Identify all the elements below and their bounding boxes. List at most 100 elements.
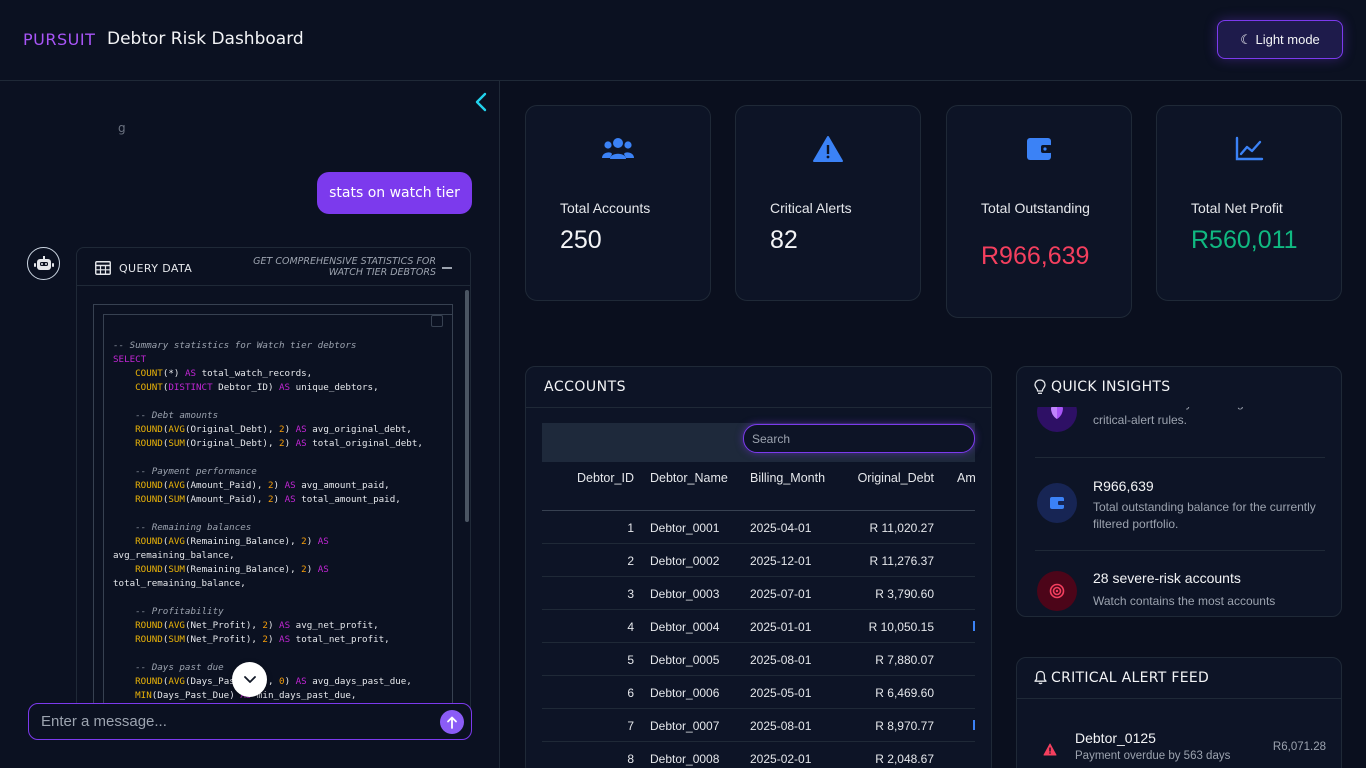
query-card-header[interactable]: QUERY DATA GET COMPREHENSIVE STATISTICS … xyxy=(77,248,470,286)
debtor-id-cell: 2 xyxy=(627,554,634,568)
stat-card-critical-alerts: Critical Alerts 82 xyxy=(735,105,921,301)
stat-value: R560,011 xyxy=(1191,226,1298,254)
wallet-icon xyxy=(1022,134,1056,164)
user-message: stats on watch tier xyxy=(317,172,472,214)
insight-item: R966,639 Total outstanding balance for t… xyxy=(1035,458,1325,551)
alert-description: Payment overdue by 563 days xyxy=(1075,750,1231,762)
stat-card-total-outstanding: Total Outstanding R966,639 xyxy=(946,105,1132,318)
debtor-id-cell: 4 xyxy=(627,620,634,634)
column-header-amount[interactable]: Am xyxy=(957,471,975,485)
alert-amount: R6,071.28 xyxy=(1272,741,1326,753)
bell-icon xyxy=(1034,670,1047,689)
column-header-debtor-id[interactable]: Debtor_ID xyxy=(577,471,634,485)
code-line xyxy=(113,507,423,521)
scrollbar[interactable] xyxy=(465,290,469,522)
chat-panel: g stats on watch tier QUERY DATA GET COM… xyxy=(0,81,500,768)
accounts-table: Debtor_ID Debtor_Name Billing_Month Orig… xyxy=(542,467,975,768)
stat-value: 82 xyxy=(770,226,798,254)
table-row[interactable]: 4 Debtor_0004 2025-01-01 R 10,050.15 xyxy=(542,610,975,643)
code-line: total_remaining_balance, xyxy=(113,578,246,589)
query-card-description: GET COMPREHENSIVE STATISTICS FOR WATCH T… xyxy=(253,256,436,278)
code-line: COUNT(*) AS total_watch_records, xyxy=(135,368,313,379)
target-icon xyxy=(1037,571,1077,611)
insight-text: Watch contains the most accounts xyxy=(1093,594,1276,608)
code-line: ROUND(AVG(Amount_Paid), 2) AS avg_amount… xyxy=(135,480,390,491)
stat-label: Total Net Profit xyxy=(1191,200,1283,216)
minimize-icon[interactable] xyxy=(442,267,452,269)
original-debt-cell: R 11,020.27 xyxy=(869,521,935,535)
amount-cell-fragment xyxy=(973,720,975,730)
table-icon xyxy=(95,260,111,279)
code-line: ROUND(SUM(Remaining_Balance), 2) AS xyxy=(135,564,329,575)
billing-month-cell: 2025-08-01 xyxy=(750,719,812,733)
original-debt-cell: R 10,050.15 xyxy=(868,620,934,634)
billing-month-cell: 2025-04-01 xyxy=(750,521,812,535)
debtor-name-cell: Debtor_0006 xyxy=(650,686,720,700)
copy-icon[interactable] xyxy=(431,315,443,327)
chevron-left-icon[interactable] xyxy=(472,91,490,113)
code-line: MIN(Days_Past_Due) AS min_days_past_due, xyxy=(135,690,357,701)
column-header-billing-month[interactable]: Billing_Month xyxy=(750,471,826,485)
debtor-name-cell: Debtor_0001 xyxy=(650,521,720,535)
code-line: ROUND(SUM(Net_Profit), 2) AS total_net_p… xyxy=(135,634,390,645)
scroll-down-button[interactable] xyxy=(232,662,267,697)
quick-insights-panel: QUICK INSIGHTS Accounts currently matchi… xyxy=(1016,366,1342,617)
brand-logo: PURSUIT xyxy=(23,30,96,49)
code-line: ROUND(SUM(Amount_Paid), 2) AS total_amou… xyxy=(135,494,401,505)
code-line: -- Profitability xyxy=(113,606,224,617)
code-line: ROUND(AVG(Original_Debt), 2) AS avg_orig… xyxy=(135,424,412,435)
send-button[interactable] xyxy=(440,710,464,734)
original-debt-cell: R 8,970.77 xyxy=(875,719,934,733)
previous-message-fragment: g xyxy=(118,121,126,135)
code-line: COUNT(DISTINCT Debtor_ID) AS unique_debt… xyxy=(135,382,379,393)
stat-label: Total Outstanding xyxy=(981,200,1090,216)
table-row[interactable]: 5 Debtor_0005 2025-08-01 R 7,880.07 xyxy=(542,643,975,676)
accounts-title: ACCOUNTS xyxy=(544,379,627,395)
bot-avatar xyxy=(27,247,60,280)
stat-value: R966,639 xyxy=(981,242,1090,270)
debtor-id-cell: 8 xyxy=(627,752,634,766)
chart-line-icon xyxy=(1232,134,1266,164)
stat-card-total-accounts: Total Accounts 250 xyxy=(525,105,711,301)
message-input[interactable] xyxy=(28,703,472,740)
critical-alert-feed-panel: CRITICAL ALERT FEED Debtor_0125 Payment … xyxy=(1016,657,1342,768)
code-line xyxy=(113,647,423,661)
table-row[interactable]: 3 Debtor_0003 2025-07-01 R 3,790.60 xyxy=(542,577,975,610)
theme-toggle-label: ☾ Light mode xyxy=(1240,31,1320,47)
amount-cell-fragment xyxy=(973,621,975,631)
wallet-icon xyxy=(1037,483,1077,523)
column-header-debtor-name[interactable]: Debtor_Name xyxy=(650,471,728,485)
code-line xyxy=(113,591,423,605)
table-row[interactable]: 7 Debtor_0007 2025-08-01 R 8,970.77 xyxy=(542,709,975,742)
shield-icon xyxy=(1037,407,1077,432)
user-message-text: stats on watch tier xyxy=(329,185,460,201)
table-row[interactable]: 8 Debtor_0008 2025-02-01 R 2,048.67 xyxy=(542,742,975,768)
billing-month-cell: 2025-05-01 xyxy=(750,686,812,700)
code-line: -- Remaining balances xyxy=(113,522,252,533)
insight-item: Accounts currently matching the active c… xyxy=(1035,407,1325,458)
search-input[interactable] xyxy=(743,424,975,453)
theme-toggle-button[interactable]: ☾ Light mode xyxy=(1217,20,1343,59)
code-line xyxy=(113,395,423,409)
code-line: -- Payment performance xyxy=(113,466,257,477)
code-line: avg_remaining_balance, xyxy=(113,550,235,561)
insight-item: 28 severe-risk accounts Watch contains t… xyxy=(1035,551,1325,616)
billing-month-cell: 2025-01-01 xyxy=(750,620,812,634)
debtor-name-cell: Debtor_0002 xyxy=(650,554,720,568)
stat-card-total-net-profit: Total Net Profit R560,011 xyxy=(1156,105,1342,301)
stat-label: Critical Alerts xyxy=(770,200,852,216)
column-header-original-debt[interactable]: Original_Debt xyxy=(857,471,934,485)
code-line: ROUND(AVG(Days_Past_Due), 0) AS avg_days… xyxy=(135,676,412,687)
warning-icon xyxy=(811,134,845,164)
code-line: -- Summary statistics for Watch tier deb… xyxy=(113,340,357,351)
debtor-name-cell: Debtor_0007 xyxy=(650,719,720,733)
stat-label: Total Accounts xyxy=(560,200,651,216)
billing-month-cell: 2025-08-01 xyxy=(750,653,812,667)
insights-title: QUICK INSIGHTS xyxy=(1051,379,1171,395)
table-row[interactable]: 2 Debtor_0002 2025-12-01 R 11,276.37 xyxy=(542,544,975,577)
debtor-id-cell: 3 xyxy=(627,587,634,601)
original-debt-cell: R 6,469.60 xyxy=(875,686,934,700)
warning-icon xyxy=(1043,741,1057,760)
table-row[interactable]: 1 Debtor_0001 2025-04-01 R 11,020.27 xyxy=(542,511,975,544)
table-row[interactable]: 6 Debtor_0006 2025-05-01 R 6,469.60 xyxy=(542,676,975,709)
